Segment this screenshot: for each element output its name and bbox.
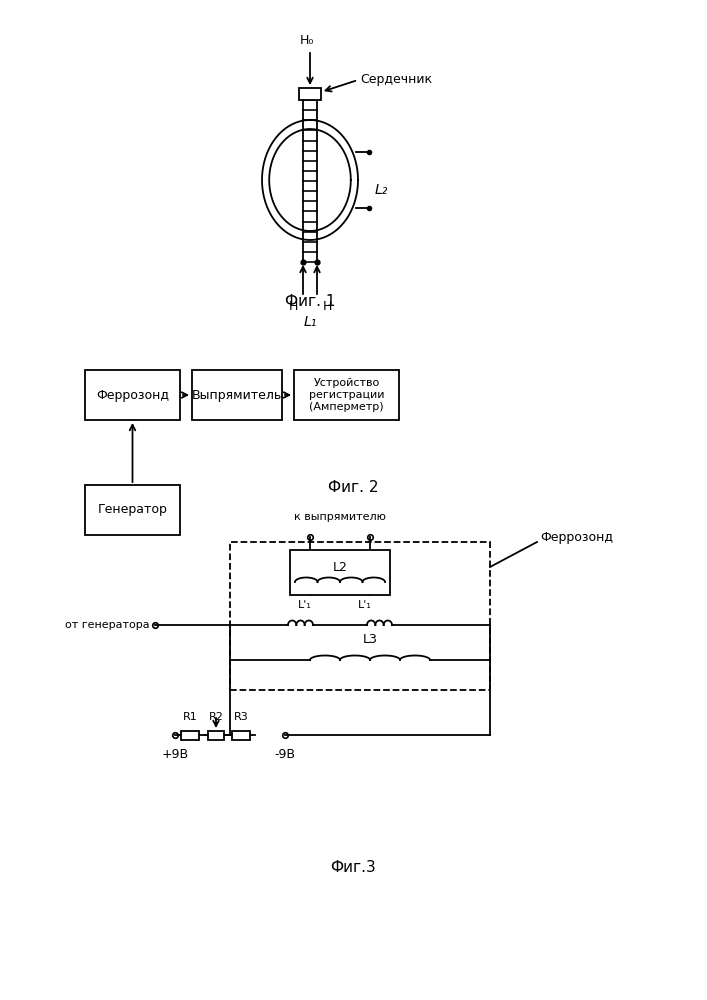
Text: Сердечник: Сердечник	[360, 74, 432, 87]
Text: L2: L2	[332, 561, 347, 574]
Text: +9В: +9В	[161, 748, 189, 761]
Bar	[85, 370, 180, 420]
Text: L'₁: L'₁	[298, 600, 312, 610]
Text: Феррозонд: Феррозонд	[96, 388, 169, 401]
Text: от генератора: от генератора	[65, 620, 150, 630]
Text: R3: R3	[233, 712, 248, 722]
Bar	[232, 730, 250, 740]
Text: Выпрямитель: Выпрямитель	[192, 388, 282, 401]
Text: Устройство
регистрации
(Амперметр): Устройство регистрации (Амперметр)	[309, 378, 384, 412]
Text: H: H	[322, 300, 332, 313]
Bar	[290, 550, 390, 595]
Text: к выпрямителю: к выпрямителю	[294, 512, 386, 522]
Text: H: H	[288, 300, 298, 313]
Bar	[230, 542, 490, 690]
Text: Фиг.3: Фиг.3	[330, 859, 376, 874]
Text: L₁: L₁	[303, 315, 317, 329]
Text: H₀: H₀	[300, 34, 314, 47]
Text: L3: L3	[363, 633, 378, 646]
Bar	[294, 370, 399, 420]
Text: L'₁: L'₁	[358, 600, 372, 610]
Text: R1: R1	[182, 712, 197, 722]
Bar	[208, 730, 224, 740]
Text: R2: R2	[209, 712, 223, 722]
Text: L₂: L₂	[375, 183, 388, 197]
Text: -9В: -9В	[274, 748, 296, 761]
Text: Фиг. 2: Фиг. 2	[328, 481, 378, 495]
Text: Фиг. 1: Фиг. 1	[285, 294, 335, 310]
Text: Генератор: Генератор	[98, 504, 168, 516]
Bar	[181, 730, 199, 740]
Text: Феррозонд: Феррозонд	[540, 530, 613, 544]
Bar	[299, 88, 321, 100]
Bar	[192, 370, 282, 420]
Bar	[85, 485, 180, 535]
